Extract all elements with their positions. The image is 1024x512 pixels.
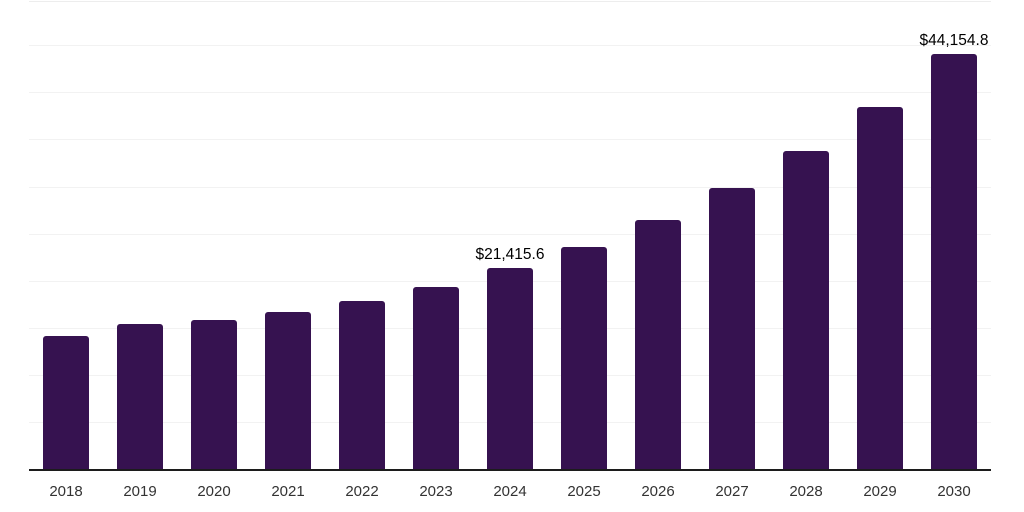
bar-2030[interactable] <box>931 54 977 470</box>
bar-2023[interactable] <box>413 287 459 470</box>
bar-column-2029 <box>843 2 917 470</box>
bar-column-2027 <box>695 2 769 470</box>
x-tick-label-2019: 2019 <box>123 483 157 500</box>
x-tick-label-2021: 2021 <box>271 483 305 500</box>
bar-column-2028 <box>769 2 843 470</box>
bar-column-2025 <box>547 2 621 470</box>
bar-column-2018 <box>29 2 103 470</box>
value-label-2030: $44,154.8 <box>919 31 989 49</box>
gridline <box>29 139 991 141</box>
bar-2024[interactable] <box>487 268 533 470</box>
bar-2029[interactable] <box>857 107 903 470</box>
bar-2025[interactable] <box>561 246 607 470</box>
gridline <box>29 233 991 235</box>
x-tick-label-2022: 2022 <box>345 483 379 500</box>
bar-2022[interactable] <box>339 301 385 470</box>
gridline <box>29 45 991 47</box>
bar-column-2022 <box>325 2 399 470</box>
bar-column-2023 <box>399 2 473 470</box>
x-tick-label-2030: 2030 <box>937 483 971 500</box>
x-tick-label-2027: 2027 <box>715 483 749 500</box>
bar-2020[interactable] <box>191 320 237 470</box>
bar-column-2019 <box>103 2 177 470</box>
x-tick-label-2018: 2018 <box>49 483 83 500</box>
x-axis-labels: 2018 2019 2020 2021 2022 2023 2024 2025 2026 2027… <box>29 483 991 500</box>
x-tick-label-2026: 2026 <box>641 483 675 500</box>
plot-area: $21,415.6 $44,154.8 <box>29 1 991 470</box>
bar-column-2024: $21,415.6 <box>473 2 547 470</box>
bar-2021[interactable] <box>265 311 311 470</box>
gridline <box>29 186 991 188</box>
value-label-2024: $21,415.6 <box>475 245 545 263</box>
bars-row: $21,415.6 $44,154.8 <box>29 2 991 470</box>
bar-2027[interactable] <box>709 187 755 470</box>
bar-2028[interactable] <box>783 150 829 470</box>
bar-2018[interactable] <box>43 336 89 470</box>
x-tick-label-2024: 2024 <box>493 483 527 500</box>
x-tick-label-2025: 2025 <box>567 483 601 500</box>
bar-column-2021 <box>251 2 325 470</box>
x-tick-label-2020: 2020 <box>197 483 231 500</box>
bar-2019[interactable] <box>117 324 163 470</box>
x-tick-label-2029: 2029 <box>863 483 897 500</box>
bar-column-2030: $44,154.8 <box>917 2 991 470</box>
gridline <box>29 1 991 2</box>
bar-column-2020 <box>177 2 251 470</box>
gridline <box>29 92 991 94</box>
bar-column-2026 <box>621 2 695 470</box>
x-tick-label-2023: 2023 <box>419 483 453 500</box>
bar-2026[interactable] <box>635 220 681 470</box>
x-tick-label-2028: 2028 <box>789 483 823 500</box>
x-axis-line <box>29 469 991 471</box>
